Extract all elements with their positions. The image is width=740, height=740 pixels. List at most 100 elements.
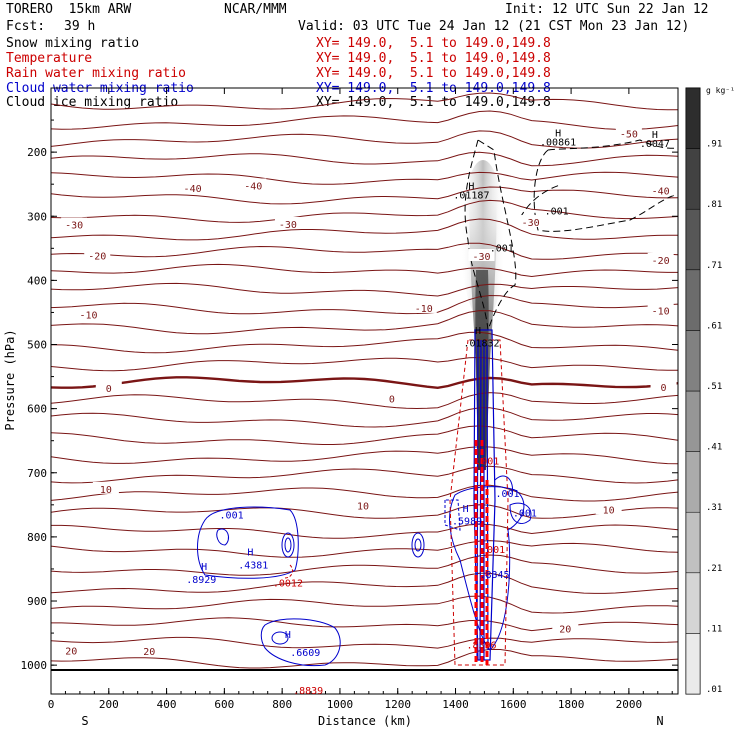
temperature-isotherm	[51, 92, 678, 111]
cloud-water-label: .5989	[452, 517, 482, 528]
cloud-water-label: .6609	[290, 648, 320, 659]
field-rain-xy: XY= 149.0, 5.1 to 149.0,149.8	[316, 66, 551, 81]
x-tick-label: 400	[157, 698, 177, 711]
temperature-label: -30	[472, 252, 490, 263]
snow-max-value: .00861	[540, 138, 576, 149]
snow-max-value: .0047	[640, 139, 670, 150]
x-axis-south-label: S	[81, 714, 88, 728]
temperature-isotherm	[51, 648, 678, 669]
temp-label-bg	[647, 252, 674, 265]
snow-max-value: .01187	[453, 190, 489, 201]
colorbar-label: .21	[706, 564, 722, 574]
temp-label-bg	[552, 621, 579, 634]
field-snow-name: Snow mixing ratio	[6, 36, 140, 51]
temp-label-bg	[240, 178, 267, 191]
colorbar-label: .31	[706, 503, 722, 513]
x-axis-label: Distance (km)	[318, 714, 412, 728]
colorbar-swatch	[685, 87, 701, 149]
x-tick-label: 1200	[384, 698, 411, 711]
temperature-isotherm	[51, 294, 678, 315]
temperature-isotherm	[51, 151, 678, 167]
y-axis-label: Pressure (hPa)	[3, 329, 17, 430]
temperature-isotherm	[51, 263, 678, 278]
temperature-label: 10	[603, 505, 615, 516]
temperature-label: -20	[88, 251, 106, 262]
temperature-label: -10	[652, 307, 670, 318]
colorbar-swatch	[685, 633, 701, 695]
temp-label-bg	[75, 307, 102, 320]
x-tick-label: 200	[99, 698, 119, 711]
temperature-isotherm	[51, 392, 678, 410]
cloud-water-label: H	[463, 504, 469, 515]
field-snow-xy: XY= 149.0, 5.1 to 149.0,149.8	[316, 36, 551, 51]
temp-label-bg	[468, 249, 495, 262]
colorbar-label: .81	[706, 200, 722, 210]
temperature-isotherm	[51, 540, 678, 558]
temperature-label: 20	[65, 646, 77, 657]
temp-label-bg	[274, 216, 301, 229]
rain-water-contours	[284, 339, 509, 666]
x-tick-label: 1000	[327, 698, 354, 711]
cloud-water-label: .001	[513, 508, 537, 519]
temp-label-bg	[92, 481, 119, 494]
temperature-isotherm	[51, 218, 678, 241]
temperature-contours	[51, 92, 678, 669]
temperature-isotherm	[51, 186, 678, 205]
temperature-isotherm	[51, 446, 678, 465]
field-temperature-name: Temperature	[6, 51, 93, 66]
temperature-isotherm	[51, 130, 678, 149]
y-tick-label: 900	[27, 595, 47, 608]
x-tick-label: 1800	[558, 698, 585, 711]
temp-label-bg	[595, 502, 622, 515]
y-tick-label: 200	[27, 146, 47, 159]
temperature-isotherm	[51, 282, 678, 297]
temperature-isotherm	[51, 465, 678, 484]
temperature-label: 0	[389, 394, 395, 405]
x-tick-label: 1600	[500, 698, 527, 711]
temp-label-bg	[61, 217, 88, 230]
cloud-ice-label: .001	[545, 206, 569, 217]
x-axis-north-label: N	[656, 714, 663, 728]
rain-water-label: .8396	[466, 640, 496, 651]
temp-label-bg	[647, 303, 674, 316]
temperature-label: 20	[559, 625, 571, 636]
field-cloudice-name: Cloud ice mixing ratio	[6, 95, 179, 110]
cloud-water-label: H	[247, 547, 253, 558]
temperature-label: -30	[65, 221, 83, 232]
y-tick-label: 500	[27, 339, 47, 352]
colorbar-swatch	[685, 148, 701, 210]
colorbar-swatch	[685, 572, 701, 634]
cloud-water-label: .001	[220, 510, 244, 521]
snow-max-marker: H	[555, 129, 561, 140]
x-tick-label: 0	[48, 698, 55, 711]
colorbar-swatch	[685, 511, 701, 574]
x-tick-label: 1400	[442, 698, 469, 711]
colorbar-swatch	[685, 330, 701, 392]
temperature-isotherm	[51, 310, 678, 335]
cloud-ice-label: H	[475, 326, 481, 337]
x-tick-label: 600	[214, 698, 234, 711]
rain-water-label: .001	[475, 456, 499, 467]
temperature-label: -30	[279, 220, 297, 231]
colorbar: .01 .11 .21 .31 .41 .51 .61 .71 .81 .91	[685, 87, 722, 695]
valid-time: Valid: 03 UTC Tue 24 Jan 12 (21 CST Mon …	[298, 19, 690, 34]
temperature-label: 10	[357, 501, 369, 512]
temperature-label: 20	[143, 647, 155, 658]
temperature-label: -10	[80, 310, 98, 321]
organization: NCAR/MMM	[224, 2, 287, 17]
temperature-labels: -40 -40 -30 -30 -30 -20 -20 -10 -10 -10 0 0 0 10 10 10 2…	[58, 126, 677, 658]
colorbar-label: .51	[706, 382, 722, 392]
y-tick-label: 1000	[21, 659, 48, 672]
field-rain-name: Rain water mixing ratio	[6, 66, 187, 81]
y-tick-label: 300	[27, 210, 47, 223]
temp-label-bg	[58, 643, 85, 656]
temperature-isotherm	[51, 523, 678, 539]
x-tick-label: 2000	[616, 698, 643, 711]
temperature-isotherm	[51, 242, 678, 260]
temperature-isotherm	[51, 376, 678, 390]
colorbar-swatch	[685, 451, 701, 513]
temperature-label: -40	[184, 184, 202, 195]
field-temperature-xy: XY= 149.0, 5.1 to 149.0,149.8	[316, 51, 551, 66]
snow-max-marker: H	[652, 130, 658, 141]
